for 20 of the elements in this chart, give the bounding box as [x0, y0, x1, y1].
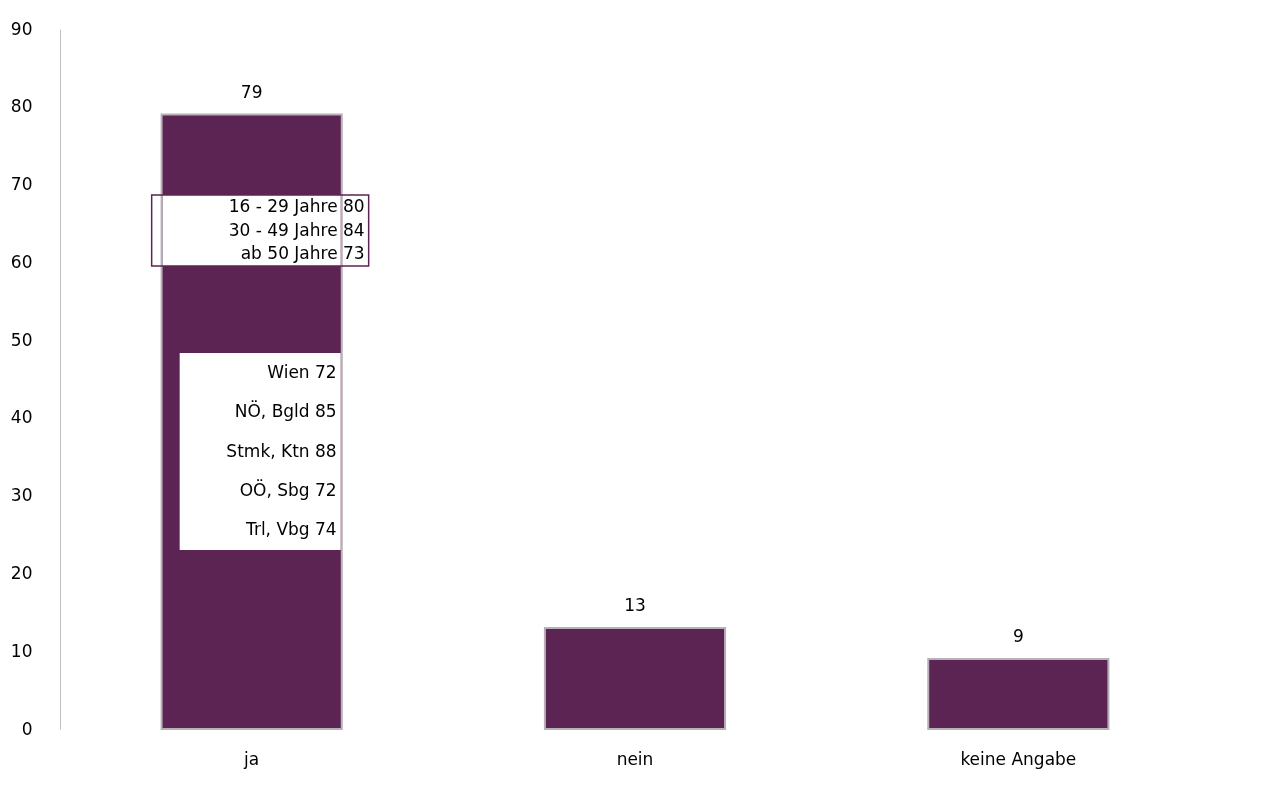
- bar: [543, 626, 727, 730]
- y-tick-label: 70: [10, 174, 33, 195]
- bar: [927, 658, 1110, 730]
- x-tick-label: nein: [616, 748, 654, 769]
- x-tick-label: keine Angabe: [960, 748, 1077, 769]
- y-tick-label: 40: [10, 407, 33, 428]
- y-tick-label: 50: [10, 329, 33, 350]
- data-label: 79: [240, 81, 263, 102]
- y-tick-label: 0: [21, 718, 33, 739]
- y-tick-label: 20: [10, 562, 33, 583]
- y-tick-label: 80: [10, 96, 33, 117]
- data-label: 9: [1012, 626, 1024, 646]
- y-tick-label: 30: [10, 485, 33, 506]
- x-tick-label: ja: [243, 748, 260, 769]
- annotation: Wien 72 NÖ, Bgld 85 Stmk, Ktn 88 OÖ, Sbg 72 Trl, Vbg 74: [226, 361, 337, 540]
- y-tick-label: 60: [10, 251, 33, 272]
- annotation: 16 - 29 Jahre 80 30 - 49 Jahre 84 ab 50 Jahre 73: [228, 195, 365, 264]
- y-tick-label: 90: [10, 18, 33, 39]
- data-label: 13: [624, 594, 646, 615]
- y-tick-label: 10: [10, 640, 33, 661]
